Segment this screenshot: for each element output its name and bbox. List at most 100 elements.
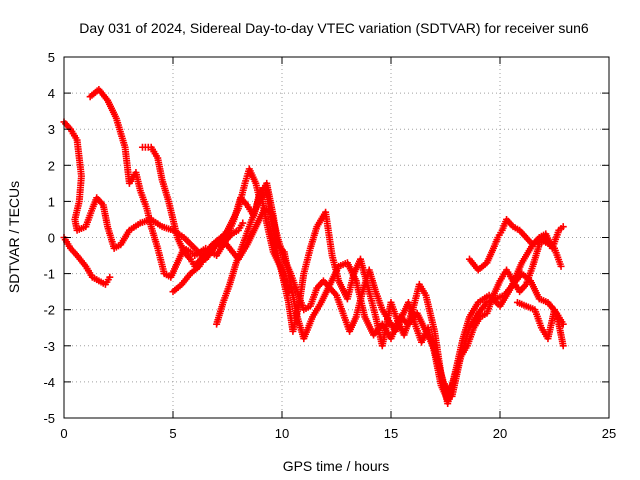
sample-marker	[173, 231, 181, 239]
y-tick-label: -2	[43, 303, 55, 318]
y-tick-label: -4	[43, 375, 55, 390]
sample-marker	[189, 243, 197, 251]
sample-marker	[251, 225, 259, 233]
sample-marker	[99, 279, 107, 287]
sample-marker	[111, 112, 119, 120]
series-track-7	[465, 215, 567, 274]
series-track-4	[138, 143, 554, 404]
sample-marker	[554, 229, 562, 237]
sample-marker	[450, 376, 458, 384]
sample-marker	[229, 218, 237, 226]
sample-marker	[280, 253, 288, 261]
sample-marker	[520, 301, 528, 309]
sample-marker	[88, 207, 96, 215]
x-tick-label: 5	[169, 426, 176, 441]
sample-marker	[493, 236, 501, 244]
sample-marker	[262, 217, 270, 225]
x-tick-label: 10	[275, 426, 289, 441]
sample-marker	[265, 207, 273, 215]
sample-marker	[513, 225, 521, 233]
sample-marker	[226, 232, 234, 240]
sample-marker	[251, 207, 259, 215]
sample-marker	[481, 260, 489, 268]
sample-marker	[193, 264, 201, 272]
y-tick-label: 0	[48, 231, 55, 246]
sample-marker	[185, 271, 193, 279]
data-points	[60, 85, 567, 408]
sample-marker	[244, 225, 252, 233]
y-tick-label: -5	[43, 411, 55, 426]
sample-marker	[120, 141, 128, 149]
sample-marker	[134, 221, 142, 229]
sample-marker	[178, 232, 186, 240]
sample-marker	[316, 301, 324, 309]
sample-marker	[495, 279, 503, 287]
sample-marker	[104, 276, 112, 284]
sample-marker	[397, 315, 405, 323]
x-axis-label: GPS time / hours	[283, 458, 390, 474]
sample-marker	[528, 265, 536, 273]
sample-marker	[251, 177, 259, 185]
y-tick-label: 2	[48, 158, 55, 173]
grid	[64, 57, 609, 418]
y-tick-label: 5	[48, 50, 55, 65]
sample-marker	[351, 275, 359, 283]
sample-marker	[534, 235, 542, 243]
sample-marker	[172, 261, 180, 269]
sample-marker	[469, 326, 477, 334]
sample-marker	[115, 242, 122, 250]
sample-marker	[341, 260, 349, 268]
sample-marker	[489, 246, 497, 254]
sample-marker	[371, 285, 379, 293]
sample-marker	[299, 272, 307, 280]
sample-marker	[473, 301, 481, 309]
series-track-8	[513, 298, 567, 350]
sample-marker	[211, 242, 219, 250]
sample-marker	[556, 260, 564, 268]
sample-marker	[338, 307, 346, 315]
sample-marker	[521, 282, 529, 290]
x-tick-label: 25	[602, 426, 616, 441]
sample-marker	[167, 226, 175, 234]
sample-marker	[71, 250, 79, 258]
sample-marker	[72, 134, 80, 142]
sample-marker	[152, 152, 160, 160]
sample-marker	[557, 224, 565, 232]
sample-marker	[559, 340, 567, 348]
sample-marker	[517, 261, 525, 269]
sample-marker	[65, 242, 73, 250]
sample-marker	[308, 315, 316, 323]
sample-marker	[324, 282, 332, 290]
sample-marker	[144, 143, 152, 151]
sample-marker	[284, 285, 292, 293]
sample-marker	[156, 221, 164, 229]
sample-marker	[185, 253, 193, 261]
x-axis-ticks: 0 5 10 15 20 25	[60, 57, 616, 441]
sample-marker	[306, 247, 314, 255]
sample-marker	[158, 174, 166, 182]
y-tick-label: -3	[43, 339, 55, 354]
sample-marker	[237, 221, 245, 229]
sample-marker	[269, 246, 277, 254]
sample-marker	[489, 294, 497, 302]
sample-marker	[87, 271, 95, 279]
sample-marker	[456, 355, 464, 363]
sample-marker	[238, 243, 246, 251]
sample-marker	[475, 315, 483, 323]
sample-marker	[331, 289, 339, 297]
sample-marker	[136, 184, 144, 192]
sample-marker	[421, 289, 429, 297]
sample-marker	[521, 232, 529, 240]
sample-marker	[179, 246, 187, 254]
sample-marker	[147, 220, 155, 228]
sample-marker	[462, 344, 470, 352]
sample-marker	[232, 261, 240, 269]
sample-marker	[218, 301, 226, 309]
sample-marker	[124, 228, 132, 236]
sample-marker	[537, 321, 545, 329]
y-tick-label: -1	[43, 267, 55, 282]
y-tick-label: 3	[48, 122, 55, 137]
sample-marker	[103, 221, 111, 229]
y-axis-label: SDTVAR / TECUs	[6, 181, 22, 293]
